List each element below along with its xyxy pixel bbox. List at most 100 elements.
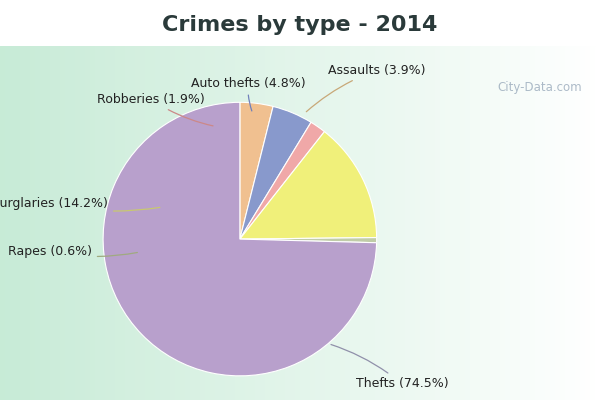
Bar xyxy=(310,46,315,400)
Bar xyxy=(280,46,285,400)
Bar xyxy=(205,46,210,400)
Bar xyxy=(535,46,540,400)
Bar xyxy=(225,46,230,400)
Bar xyxy=(10,46,15,400)
Bar xyxy=(395,46,400,400)
Bar xyxy=(510,46,515,400)
Bar xyxy=(185,46,190,400)
Wedge shape xyxy=(240,106,311,239)
Bar xyxy=(550,46,555,400)
Bar xyxy=(230,46,235,400)
Bar xyxy=(265,46,270,400)
Bar xyxy=(380,46,385,400)
Bar xyxy=(570,46,575,400)
Bar xyxy=(325,46,330,400)
Text: Assaults (3.9%): Assaults (3.9%) xyxy=(306,64,426,112)
Bar xyxy=(475,46,480,400)
Bar xyxy=(145,46,150,400)
Text: Crimes by type - 2014: Crimes by type - 2014 xyxy=(163,15,437,35)
Text: Thefts (74.5%): Thefts (74.5%) xyxy=(331,344,448,390)
Bar xyxy=(85,46,90,400)
Bar xyxy=(565,46,570,400)
Text: Burglaries (14.2%): Burglaries (14.2%) xyxy=(0,197,160,211)
Bar xyxy=(595,46,600,400)
Bar xyxy=(435,46,440,400)
Bar xyxy=(65,46,70,400)
Bar xyxy=(400,46,405,400)
Bar xyxy=(0,46,5,400)
Bar xyxy=(285,46,290,400)
Bar xyxy=(365,46,370,400)
Bar xyxy=(175,46,180,400)
Bar xyxy=(105,46,110,400)
Bar xyxy=(180,46,185,400)
Bar xyxy=(215,46,220,400)
Bar xyxy=(210,46,215,400)
Text: City-Data.com: City-Data.com xyxy=(497,81,582,94)
Bar xyxy=(150,46,155,400)
Bar xyxy=(335,46,340,400)
Bar xyxy=(415,46,420,400)
Text: Auto thefts (4.8%): Auto thefts (4.8%) xyxy=(191,76,305,111)
Wedge shape xyxy=(240,132,377,239)
Bar xyxy=(420,46,425,400)
Bar xyxy=(355,46,360,400)
Bar xyxy=(515,46,520,400)
Bar xyxy=(490,46,495,400)
Bar xyxy=(450,46,455,400)
Bar xyxy=(575,46,580,400)
Bar xyxy=(95,46,100,400)
Bar xyxy=(345,46,350,400)
Bar xyxy=(295,46,300,400)
Bar xyxy=(260,46,265,400)
Bar xyxy=(455,46,460,400)
Bar xyxy=(350,46,355,400)
Bar xyxy=(460,46,465,400)
Bar xyxy=(75,46,80,400)
Bar xyxy=(240,46,245,400)
Bar xyxy=(70,46,75,400)
Bar xyxy=(430,46,435,400)
Bar xyxy=(30,46,35,400)
Bar xyxy=(405,46,410,400)
Bar xyxy=(190,46,195,400)
Bar xyxy=(235,46,240,400)
Bar xyxy=(305,46,310,400)
Bar xyxy=(250,46,255,400)
Bar xyxy=(485,46,490,400)
Bar xyxy=(165,46,170,400)
Bar xyxy=(540,46,545,400)
Bar xyxy=(40,46,45,400)
Bar xyxy=(520,46,525,400)
Bar xyxy=(25,46,30,400)
Bar xyxy=(80,46,85,400)
Bar xyxy=(370,46,375,400)
Bar xyxy=(300,46,305,400)
Bar xyxy=(60,46,65,400)
Bar xyxy=(445,46,450,400)
Bar xyxy=(315,46,320,400)
Bar xyxy=(470,46,475,400)
Bar xyxy=(50,46,55,400)
Text: Robberies (1.9%): Robberies (1.9%) xyxy=(97,93,213,126)
Bar xyxy=(135,46,140,400)
Bar xyxy=(585,46,590,400)
Bar xyxy=(130,46,135,400)
Wedge shape xyxy=(240,238,377,243)
Bar xyxy=(340,46,345,400)
Bar xyxy=(155,46,160,400)
Bar xyxy=(270,46,275,400)
Bar xyxy=(330,46,335,400)
Bar xyxy=(115,46,120,400)
Bar xyxy=(410,46,415,400)
Bar xyxy=(220,46,225,400)
Bar xyxy=(275,46,280,400)
Bar xyxy=(525,46,530,400)
Bar xyxy=(110,46,115,400)
Bar xyxy=(200,46,205,400)
Bar xyxy=(100,46,105,400)
Bar xyxy=(560,46,565,400)
Wedge shape xyxy=(103,102,377,376)
Bar xyxy=(195,46,200,400)
Bar xyxy=(375,46,380,400)
